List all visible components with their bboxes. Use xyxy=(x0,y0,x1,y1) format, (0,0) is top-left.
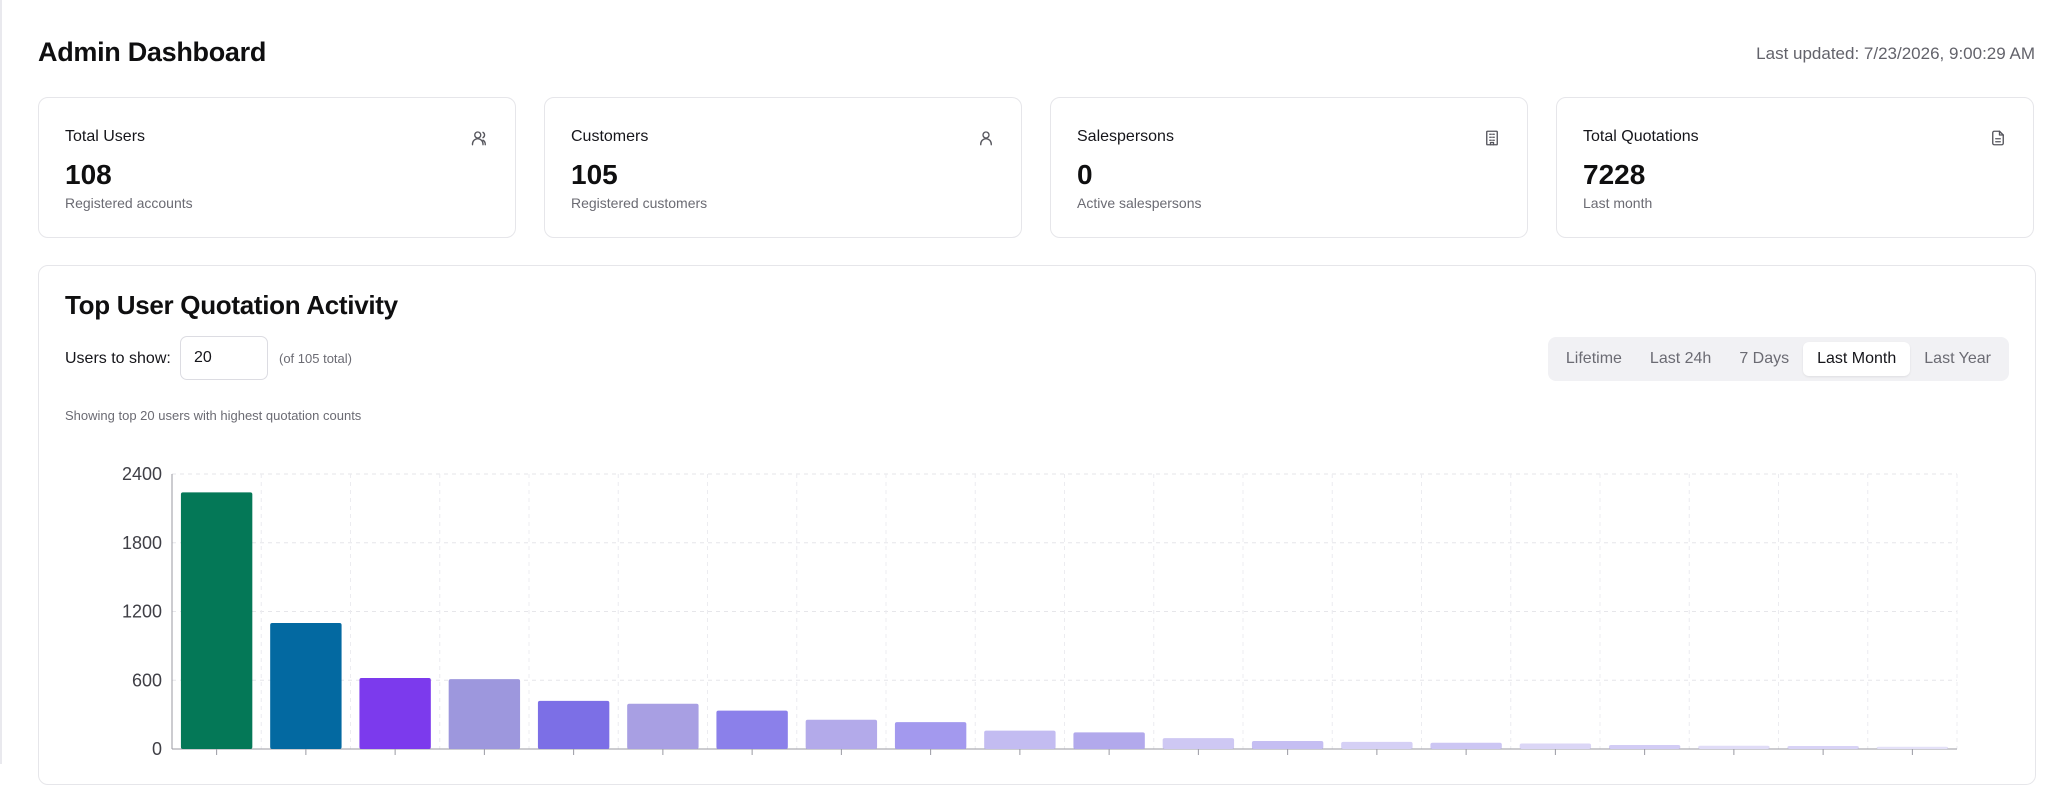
users-icon xyxy=(471,131,486,146)
tab-7-days[interactable]: 7 Days xyxy=(1739,350,1790,367)
stat-card-total-users: Total Users 108 Registered accounts xyxy=(38,97,516,238)
stat-card-salespersons: Salespersons 0 Active salespersons xyxy=(1050,97,1528,238)
showing-text: Showing top 20 users with highest quotat… xyxy=(65,408,362,423)
tab-last-month[interactable]: Last Month xyxy=(1803,342,1911,376)
stat-card-total-quotations: Total Quotations 7228 Last month xyxy=(1556,97,2034,238)
user-icon xyxy=(980,131,992,146)
card-subtitle: Registered customers xyxy=(571,195,708,211)
bar[interactable] xyxy=(537,700,610,749)
bar[interactable] xyxy=(1519,743,1592,750)
last-updated-timestamp: Last updated: 7/23/2026, 9:00:29 AM xyxy=(1756,44,2035,63)
bar[interactable] xyxy=(359,677,431,749)
quotation-bar-chart: 2400 1800 1200 600 0 xyxy=(122,464,1958,759)
bar[interactable] xyxy=(270,622,342,749)
bar[interactable] xyxy=(1251,740,1324,749)
y-tick-label: 1800 xyxy=(122,533,162,553)
card-title: Salespersons xyxy=(1077,128,1174,145)
card-title: Customers xyxy=(571,128,649,145)
bar[interactable] xyxy=(1698,745,1770,749)
left-border xyxy=(0,0,2,764)
tab-lifetime[interactable]: Lifetime xyxy=(1565,350,1622,367)
bar[interactable] xyxy=(1608,744,1681,749)
bar[interactable] xyxy=(1787,746,1859,749)
stat-card-customers: Customers 105 Registered customers xyxy=(544,97,1022,238)
time-range-tabs: Lifetime Last 24h 7 Days Last Month Last… xyxy=(1547,337,2009,381)
bar[interactable] xyxy=(805,719,878,749)
card-value: 105 xyxy=(571,159,618,190)
card-value: 7228 xyxy=(1583,159,1646,190)
users-total-text: (of 105 total) xyxy=(279,351,352,366)
y-tick-label: 0 xyxy=(152,739,162,759)
users-to-show-label: Users to show: xyxy=(65,350,171,367)
bar[interactable] xyxy=(1430,742,1502,749)
bar[interactable] xyxy=(716,710,788,749)
tab-last-year[interactable]: Last Year xyxy=(1924,350,1991,367)
y-tick-label: 2400 xyxy=(122,464,162,484)
bar[interactable] xyxy=(1162,738,1235,749)
quotation-activity-panel: Top User Quotation Activity Users to sho… xyxy=(38,265,2036,785)
bar[interactable] xyxy=(448,679,521,749)
bar[interactable] xyxy=(1341,741,1413,749)
bar[interactable] xyxy=(1876,746,1949,749)
building-icon xyxy=(1486,130,1498,146)
bar[interactable] xyxy=(1073,732,1145,749)
card-title: Total Users xyxy=(65,128,146,145)
tab-last-24h[interactable]: Last 24h xyxy=(1649,350,1712,367)
bar[interactable] xyxy=(180,492,253,749)
card-subtitle: Registered accounts xyxy=(65,195,193,211)
bar[interactable] xyxy=(894,722,967,749)
card-value: 0 xyxy=(1077,159,1093,190)
bar[interactable] xyxy=(984,730,1056,749)
users-to-show-input[interactable] xyxy=(180,336,268,380)
card-subtitle: Active salespersons xyxy=(1077,195,1202,211)
bar[interactable] xyxy=(627,703,699,749)
card-title: Total Quotations xyxy=(1583,128,1699,145)
card-subtitle: Last month xyxy=(1583,195,1653,211)
page-title: Admin Dashboard xyxy=(38,37,267,67)
card-value: 108 xyxy=(65,159,112,190)
y-tick-label: 1200 xyxy=(122,602,162,622)
document-icon xyxy=(1992,130,2004,146)
y-tick-label: 600 xyxy=(132,670,162,690)
panel-title: Top User Quotation Activity xyxy=(65,290,398,320)
